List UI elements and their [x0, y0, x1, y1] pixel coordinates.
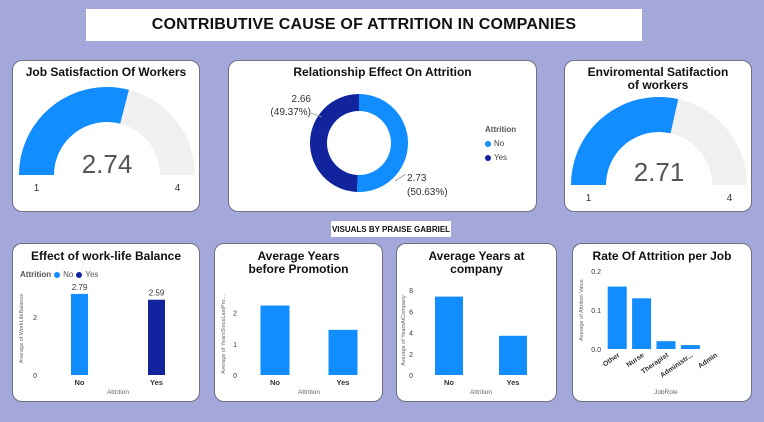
relationship-legend-title: Attrition — [485, 125, 517, 134]
env-satisfaction-gauge: 2.71 1 4 — [571, 97, 747, 204]
bar-no — [71, 293, 88, 375]
work-life-legend-yes[interactable]: Yes — [85, 270, 99, 279]
years-company-card[interactable]: Average Years at company 0 2 4 6 8 Average of… — [396, 243, 557, 402]
x-axis-label: Attrition — [298, 389, 320, 396]
y-tick-label: 0.2 — [591, 269, 601, 276]
y-axis-label: Average of Attrition Value — [579, 279, 585, 341]
donut-slice-no — [357, 94, 408, 192]
y-tick-label: 6 — [409, 309, 413, 316]
bar-yes — [148, 299, 165, 375]
y-tick-label: 0.0 — [591, 347, 601, 354]
legend-no-dot — [54, 271, 61, 278]
bar-data-label: 2.79 — [72, 283, 88, 292]
y-tick-label: 0 — [33, 373, 37, 380]
donut-label-no-value: 2.73 — [407, 173, 427, 184]
bar-yes — [328, 329, 358, 375]
x-axis-label: JobRole — [654, 389, 678, 396]
bar-nurse — [632, 298, 652, 349]
gauge-value: 2.74 — [82, 149, 133, 179]
env-satisfaction-card[interactable]: Enviromental Satifaction of workers 2.71… — [564, 60, 752, 212]
gauge-fill — [571, 97, 679, 185]
gauge-max-label: 4 — [727, 193, 733, 204]
years-company-title: Average Years at company — [428, 249, 525, 276]
gauge-value: 2.71 — [634, 157, 685, 187]
gauge-min-label: 1 — [34, 183, 40, 194]
x-tick-label: Yes — [150, 378, 163, 387]
y-axis-label: Average of YearsAtCompany — [401, 295, 407, 366]
y-tick-label: 4 — [409, 331, 413, 338]
donut-slice-yes — [309, 94, 359, 192]
y-tick-label: 0 — [409, 373, 413, 380]
bar-no — [435, 296, 463, 375]
donut-label-yes-value: 2.66 — [292, 94, 312, 105]
y-axis-label: Average of WorkLifeBalance — [19, 294, 25, 364]
gauge-min-label: 1 — [586, 193, 592, 204]
x-tick-label: Yes — [337, 378, 350, 387]
x-axis-label: Attrition — [107, 389, 129, 396]
y-axis-label: Average of YearsSinceLastPro... — [221, 294, 227, 374]
bar-administr — [680, 345, 700, 349]
bar-other — [607, 286, 627, 349]
gauge-max-label: 4 — [175, 183, 181, 194]
work-life-card[interactable]: Effect of work-life Balance Attrition No… — [12, 243, 200, 402]
work-life-legend-title: Attrition — [20, 270, 52, 279]
bar-no — [260, 305, 290, 375]
y-tick-label: 1 — [233, 342, 237, 349]
y-tick-label: 0.1 — [591, 308, 601, 315]
donut-label-yes-pct: (49.37%) — [270, 107, 311, 118]
x-axis-label: Attrition — [470, 389, 492, 396]
legend-yes-dot — [76, 271, 83, 278]
x-tick-label: No — [444, 378, 454, 387]
relationship-title: Relationship Effect On Attrition — [293, 65, 472, 79]
job-attrition-card[interactable]: Rate Of Attrition per Job 0.0 0.1 0.2 Avera… — [572, 243, 752, 402]
relationship-legend-yes[interactable]: Yes — [485, 153, 507, 162]
credit-label: VISUALS BY PRAISE GABRIEL — [331, 221, 451, 237]
legend-no-dot — [485, 140, 491, 147]
relationship-legend-no[interactable]: No — [485, 139, 504, 148]
work-life-legend: Attrition No Yes — [20, 270, 98, 279]
work-life-legend-no[interactable]: No — [63, 270, 74, 279]
job-satisfaction-gauge: 2.74 1 4 — [19, 87, 195, 194]
work-life-bar-chart: 0 2 Average of WorkLifeBalance Attrition 2.7… — [19, 283, 165, 396]
job-attrition-title: Rate Of Attrition per Job — [592, 249, 732, 263]
donut-label-no-pct: (50.63%) — [407, 187, 448, 198]
promotion-bar-chart: 0 1 2 Average of YearsSinceLastPro... Attrit… — [221, 294, 358, 396]
relationship-donut: 2.73 (50.63%) 2.66 (49.37%) — [270, 94, 448, 198]
job-attrition-bar-chart: 0.0 0.1 0.2 Average of Attrition Value JobRo… — [579, 269, 725, 396]
legend-yes-dot — [485, 154, 491, 161]
env-satisfaction-title: Enviromental Satifaction of workers — [587, 65, 729, 92]
x-tick-label: No — [270, 378, 280, 387]
x-tick-label: Admin — [697, 352, 719, 370]
promotion-title: Average Years before Promotion — [248, 249, 349, 276]
x-tick-label: No — [75, 378, 85, 387]
donut-leader-yes — [310, 112, 323, 118]
job-satisfaction-title: Job Satisfaction Of Workers — [25, 65, 187, 79]
job-satisfaction-card[interactable]: Job Satisfaction Of Workers 2.74 1 4 — [12, 60, 200, 212]
bar-data-label: 2.59 — [149, 289, 165, 298]
page-title: CONTRIBUTIVE CAUSE OF ATTRITION IN COMPA… — [86, 9, 642, 41]
x-tick-label: Other — [602, 352, 622, 369]
gauge-fill — [19, 87, 129, 175]
y-tick-label: 8 — [409, 288, 413, 295]
y-tick-label: 2 — [33, 315, 37, 322]
work-life-title: Effect of work-life Balance — [30, 249, 182, 263]
bar-yes — [499, 335, 527, 375]
donut-leader-no — [394, 173, 407, 182]
x-tick-label: Yes — [507, 378, 520, 387]
relationship-card[interactable]: Relationship Effect On Attrition 2.73 (50… — [228, 60, 537, 212]
promotion-card[interactable]: Average Years before Promotion 0 1 2 Averag… — [214, 243, 383, 402]
bar-therapist — [656, 341, 676, 349]
x-tick-label: Nurse — [625, 352, 645, 369]
y-tick-label: 0 — [233, 373, 237, 380]
y-tick-label: 2 — [409, 352, 413, 359]
y-tick-label: 2 — [233, 311, 237, 318]
